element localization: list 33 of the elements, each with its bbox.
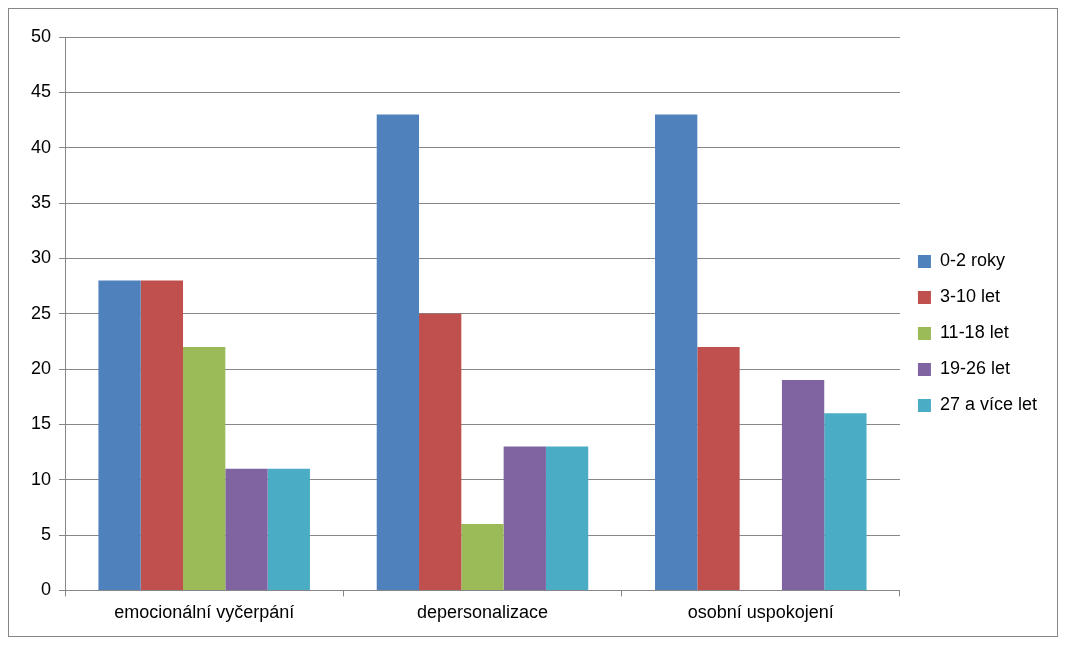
y-tick-label: 20 [30,358,52,379]
bar [419,313,462,590]
bar [183,346,226,590]
bar [545,446,589,590]
y-tick-label: 0 [41,579,52,600]
bar [98,280,141,590]
legend-label: 3-10 let [939,286,1000,307]
bar [781,380,825,590]
x-tick-label: depersonalizace [416,602,549,623]
bar [503,446,546,590]
y-tick-label: 25 [30,302,52,323]
y-tick-label: 5 [41,524,52,545]
y-tick-label: 45 [30,81,52,102]
legend-label: 19-26 let [939,358,1010,379]
legend-label: 11-18 let [939,322,1009,343]
bar [697,346,740,590]
bar [376,114,420,590]
bar [140,280,184,590]
legend-label: 27 a více let [939,394,1037,415]
y-tick-label: 50 [30,25,52,46]
legend-label: 0-2 roky [939,250,1005,271]
y-tick-label: 10 [30,468,52,489]
y-tick-label: 35 [30,191,52,212]
x-tick-label: osobní uspokojení [687,602,834,623]
bar [824,413,867,590]
y-tick-label: 15 [30,413,52,434]
y-tick-label: 30 [30,247,52,268]
y-tick-label: 40 [30,136,52,157]
x-tick-label: emocionální vyčerpání [114,602,295,623]
bar [655,114,698,590]
bar [225,468,268,590]
bar [461,523,504,590]
bar [267,468,310,590]
